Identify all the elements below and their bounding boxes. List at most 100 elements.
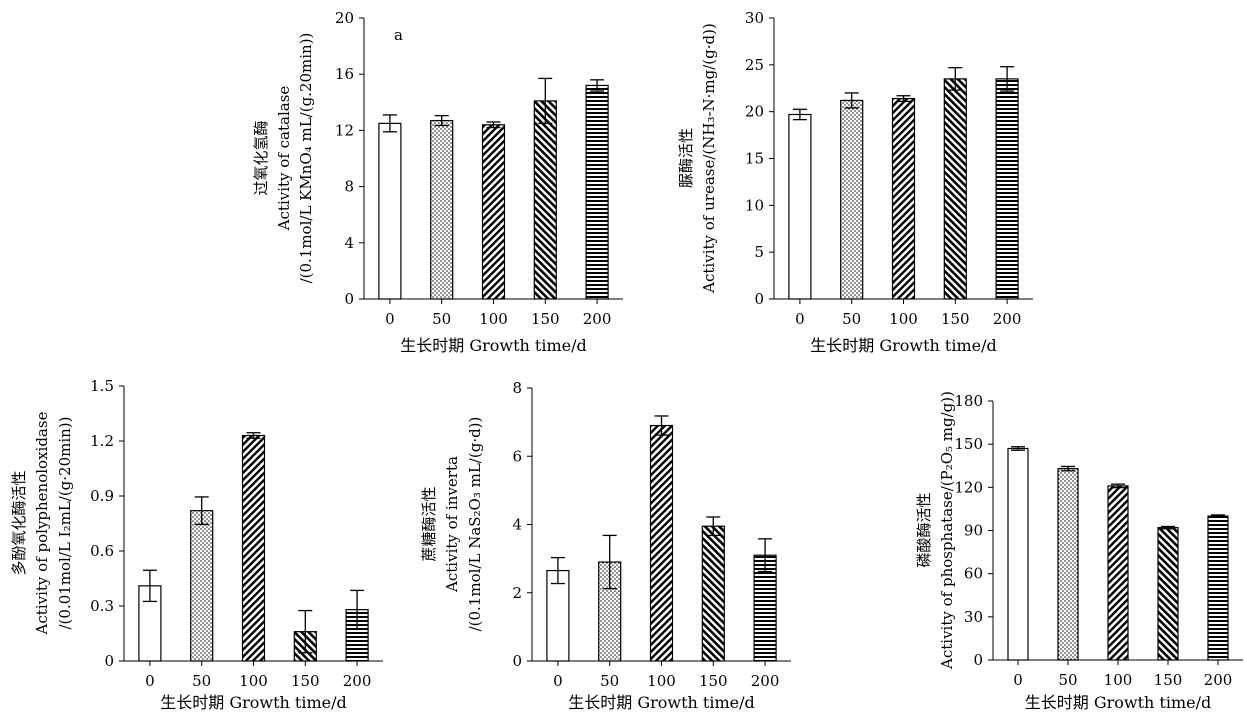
bar	[788, 113, 812, 300]
bar	[891, 97, 916, 300]
bar	[1157, 527, 1179, 661]
y-tick-label: 120	[954, 478, 983, 496]
y-tick-label: 8	[512, 379, 522, 397]
y-axis-label-line: /(0.1mol/L KMnO₄ mL/(g.20min))	[297, 33, 315, 284]
y-tick-label: 6	[512, 447, 522, 465]
bar	[241, 434, 266, 662]
x-tick-label: 0	[1013, 671, 1023, 689]
x-tick-label: 200	[343, 672, 372, 690]
y-tick-label: 60	[964, 565, 983, 583]
y-axis-label-line: 蔗糖酶活性	[420, 486, 438, 561]
y-tick-label: 20	[335, 9, 354, 27]
bar	[701, 525, 725, 662]
x-tick-label: 0	[385, 310, 395, 328]
y-tick-label: 0	[512, 652, 522, 670]
x-tick-label: 100	[1104, 671, 1133, 689]
y-axis-label-line: 脲酶活性	[677, 128, 695, 188]
y-tick-label: 150	[954, 435, 983, 453]
x-tick-label: 200	[751, 672, 780, 690]
x-axis-label: 生长时期 Growth time/d	[810, 336, 997, 355]
bar	[1107, 485, 1129, 661]
x-tick-label: 150	[699, 672, 728, 690]
x-axis-label: 生长时期 Growth time/d	[568, 693, 755, 712]
x-tick-label: 0	[145, 672, 155, 690]
y-tick-label: 2	[512, 584, 522, 602]
y-tick-label: 10	[745, 196, 764, 214]
x-tick-label: 50	[432, 310, 451, 328]
y-tick-label: 180	[954, 392, 983, 410]
y-tick-label: 4	[512, 516, 522, 534]
y-axis-label-line: Activity of catalase	[275, 86, 293, 232]
x-tick-label: 50	[192, 672, 211, 690]
y-tick-label: 0	[344, 290, 354, 308]
y-tick-label: 12	[335, 121, 354, 139]
y-tick-label: 0	[973, 651, 983, 669]
y-tick-label: 30	[745, 9, 764, 27]
y-tick-label: 16	[335, 65, 354, 83]
x-axis-label: 生长时期 Growth time/d	[160, 693, 347, 712]
x-tick-label: 150	[941, 310, 970, 328]
y-tick-label: 5	[754, 243, 764, 261]
x-tick-label: 100	[647, 672, 676, 690]
y-tick-label: 0	[754, 290, 764, 308]
y-axis-label-line: 过氧化氢酶	[252, 120, 270, 195]
bar	[190, 510, 214, 662]
bar	[481, 124, 506, 300]
y-axis-label-line: 多酚氧化酶活性	[10, 470, 28, 575]
x-tick-label: 100	[479, 310, 508, 328]
bar	[585, 84, 609, 300]
y-tick-label: 8	[344, 178, 354, 196]
x-axis-label: 生长时期 Growth time/d	[400, 336, 587, 355]
y-tick-label: 25	[745, 56, 764, 74]
bar	[1007, 447, 1029, 661]
x-tick-label: 0	[553, 672, 563, 690]
x-axis-label: 生长时期 Growth time/d	[1025, 693, 1212, 712]
y-axis-label-line: /(0.1mol/L NaS₂O₃ mL/(g·d))	[466, 417, 484, 632]
y-tick-label: 1.5	[90, 377, 114, 395]
y-tick-label: 4	[344, 234, 354, 252]
y-tick-label: 0.9	[90, 487, 114, 505]
bar	[649, 424, 674, 662]
y-axis-label-line: Activity of inverta	[443, 456, 461, 593]
bar	[1207, 515, 1229, 661]
x-tick-label: 50	[1058, 671, 1077, 689]
bar	[1057, 468, 1079, 661]
y-axis-label-line: /(0.01mol/L I₂mL/(g·20min))	[56, 416, 74, 629]
y-tick-label: 0.3	[90, 597, 114, 615]
x-tick-label: 50	[842, 310, 861, 328]
x-tick-label: 150	[1154, 671, 1183, 689]
chart-urease: 0 5 10 15 20 25 30 0 50 100 150 200 生长时期 Growth time…	[677, 9, 1033, 355]
x-tick-label: 100	[889, 310, 918, 328]
bar	[840, 99, 864, 300]
x-tick-label: 0	[795, 310, 805, 328]
x-tick-label: 50	[600, 672, 619, 690]
x-tick-label: 150	[291, 672, 320, 690]
bar	[430, 119, 454, 300]
y-tick-label: 1.2	[90, 432, 114, 450]
bar	[533, 100, 557, 300]
bar	[378, 122, 402, 300]
chart-polyphenoloxidase: 0 0.3 0.6 0.9 1.2 1.5 0 50 100 150 200 生长时期 Growth …	[10, 377, 383, 712]
chart-invertase: 0 2 4 6 8 0 50 100 150 200 生长时期 Growth time/d 蔗糖酶活性…	[420, 379, 791, 712]
x-tick-label: 200	[583, 310, 612, 328]
y-tick-label: 30	[964, 608, 983, 626]
y-tick-label: 20	[745, 103, 764, 121]
y-axis-label-line: Activity of phosphatase/(P₂O₅ mg/g))	[938, 391, 956, 670]
x-tick-label: 200	[993, 310, 1022, 328]
y-tick-label: 0.6	[90, 542, 114, 560]
chart-phosphatase: 0 30 60 90 120 150 180 0 50 100 150 200 生长时期 Growth …	[915, 391, 1243, 712]
y-axis-label-line: 磷酸酶活性	[915, 492, 933, 567]
y-tick-label: 0	[104, 652, 114, 670]
x-tick-label: 150	[531, 310, 560, 328]
bar	[995, 78, 1019, 300]
y-axis-label-line: Activity of urease/(NH₃-N·mg/(g·d))	[700, 23, 718, 294]
x-tick-label: 100	[239, 672, 268, 690]
y-axis-label-line: Activity of polyphenoloxidase	[33, 411, 51, 635]
bar	[943, 78, 967, 300]
panel-label: a	[394, 26, 403, 44]
x-tick-label: 200	[1204, 671, 1233, 689]
y-tick-label: 90	[964, 522, 983, 540]
y-tick-label: 15	[745, 150, 764, 168]
